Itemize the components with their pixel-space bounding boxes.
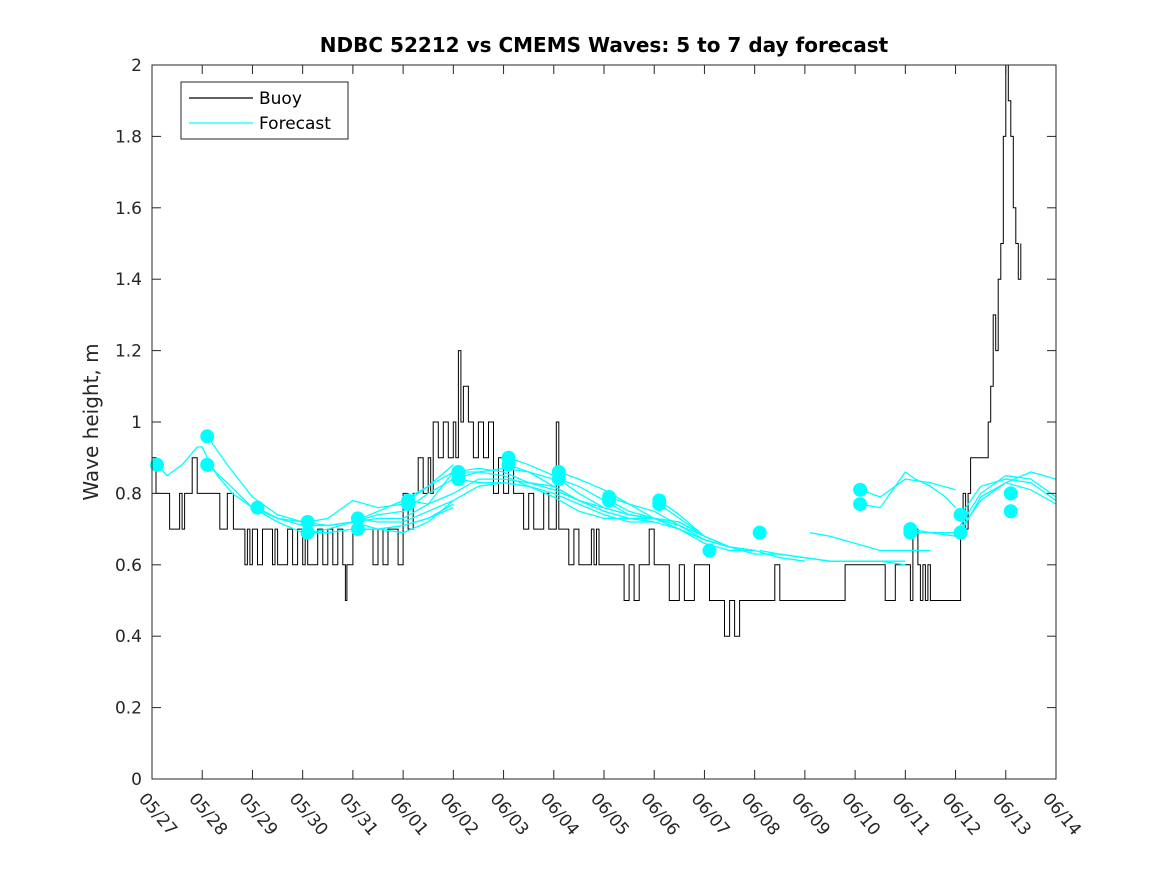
x-tick-label: 06/08 [737, 789, 784, 839]
forecast-marker [652, 497, 667, 512]
forecast-marker [451, 472, 466, 487]
x-axis: 05/27 05/28 05/29 05/30 05/31 06/01 06/02 06/03… [134, 65, 1085, 840]
forecast-marker [1003, 486, 1018, 501]
forecast-series-line-7 [357, 507, 454, 530]
y-tick-label: 0.2 [115, 699, 142, 719]
x-tick-label: 05/27 [134, 789, 181, 839]
legend-label-forecast: Forecast [259, 114, 331, 134]
x-tick-label: 06/14 [1038, 789, 1085, 839]
forecast-series-line-19 [759, 549, 906, 566]
forecast-series-line-2 [206, 464, 454, 534]
forecast-marker [953, 507, 968, 522]
marker-layer [150, 429, 1018, 558]
forecast-series-line-13 [558, 471, 755, 552]
forecast-marker [702, 543, 717, 558]
x-tick-label: 05/28 [184, 789, 231, 839]
y-tick-label: 2 [131, 56, 142, 76]
forecast-series-line-10 [458, 478, 655, 523]
forecast-marker [953, 525, 968, 540]
y-tick-label: 0.8 [115, 484, 142, 504]
forecast-series-line-16 [608, 499, 705, 537]
forecast-series-line-11 [508, 457, 755, 552]
x-tick-label: 06/11 [888, 789, 935, 839]
forecast-series-line-23 [910, 474, 1057, 534]
x-tick-label: 06/01 [385, 789, 432, 839]
forecast-marker [903, 525, 918, 540]
y-tick-label: 0 [131, 770, 142, 790]
forecast-series-line-14 [558, 478, 705, 537]
x-tick-label: 06/06 [636, 789, 683, 839]
legend-box [180, 81, 349, 140]
y-tick-label: 1 [131, 413, 142, 433]
forecast-marker [602, 493, 617, 508]
y-tick-label: 0.6 [115, 556, 142, 576]
forecast-marker [350, 522, 365, 537]
x-tick-label: 06/13 [988, 789, 1035, 839]
x-tick-label: 05/29 [235, 789, 282, 839]
x-tick-label: 06/05 [586, 789, 633, 839]
y-tick-label: 1.8 [115, 127, 142, 147]
forecast-marker [551, 472, 566, 487]
y-axis-label: Wave height, m [79, 343, 103, 500]
x-tick-label: 05/31 [335, 789, 382, 839]
y-tick-label: 1.6 [115, 199, 142, 219]
forecast-marker [853, 482, 868, 497]
forecast-series-line-0 [156, 446, 529, 527]
series-layer [152, 64, 1057, 637]
forecast-marker [752, 525, 767, 540]
forecast-series-line-26 [960, 482, 1057, 534]
forecast-series-line-18 [658, 503, 755, 552]
y-tick-label: 1.4 [115, 270, 142, 290]
x-tick-label: 06/07 [687, 789, 734, 839]
forecast-marker [853, 497, 868, 512]
forecast-marker [501, 457, 516, 472]
y-tick-label: 1.2 [115, 342, 142, 362]
legend-label-buoy: Buoy [259, 89, 302, 109]
legend: Buoy Forecast [180, 81, 349, 140]
x-tick-label: 06/02 [436, 789, 483, 839]
x-tick-label: 06/09 [787, 789, 834, 839]
forecast-series-line-17 [658, 499, 755, 552]
forecast-marker [250, 500, 265, 515]
plot-frame [151, 64, 1057, 780]
forecast-series-line-21 [859, 478, 956, 498]
forecast-marker [150, 457, 165, 472]
forecast-series-line-12 [508, 464, 655, 523]
forecast-marker [1003, 504, 1018, 519]
chart-title: NDBC 52212 vs CMEMS Waves: 5 to 7 day fo… [320, 33, 889, 57]
x-tick-label: 05/30 [285, 789, 332, 839]
forecast-marker [300, 525, 315, 540]
x-tick-label: 06/10 [837, 789, 884, 839]
forecast-series-line-25 [960, 478, 1057, 516]
x-tick-label: 06/04 [536, 789, 583, 839]
x-tick-label: 06/03 [486, 789, 533, 839]
forecast-series-line-22 [859, 471, 957, 509]
y-tick-label: 0.4 [115, 627, 142, 647]
forecast-marker [200, 457, 215, 472]
forecast-series-line-4 [307, 464, 454, 523]
forecast-marker [401, 497, 416, 512]
y-axis: 0 0.2 0.4 0.6 0.8 1 1.2 1.4 1.6 1.8 2 [115, 56, 1056, 790]
forecast-series-line-6 [357, 499, 454, 523]
forecast-marker [200, 429, 215, 444]
forecast-series-line-20 [809, 532, 931, 552]
x-tick-label: 06/12 [938, 789, 985, 839]
forecast-series-line-24 [910, 471, 1057, 537]
